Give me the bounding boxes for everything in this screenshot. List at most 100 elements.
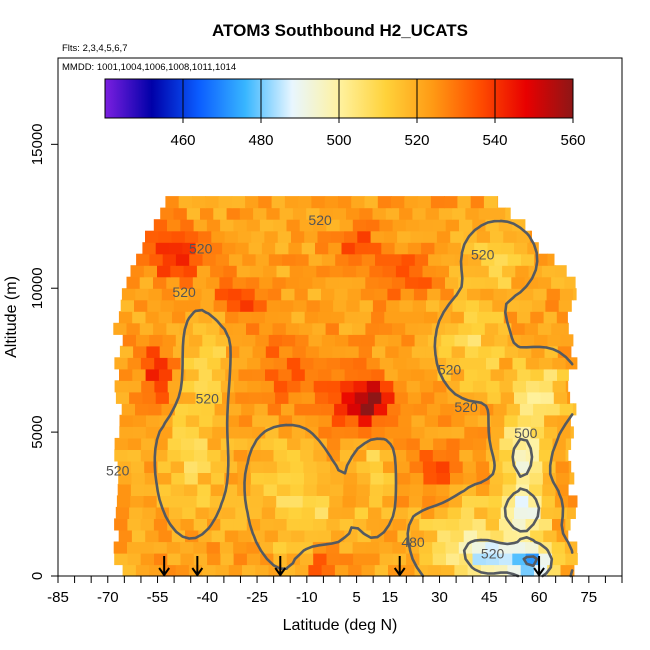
heatmap-cell [196, 495, 211, 508]
heatmap-cell [353, 553, 367, 566]
heatmap-cell [369, 460, 384, 473]
heatmap-cell [168, 506, 183, 519]
heatmap-cell [174, 403, 189, 416]
heatmap-cell [384, 530, 398, 543]
contour-label: 520 [172, 284, 196, 300]
heatmap-cell [490, 311, 505, 324]
heatmap-cell [182, 242, 197, 255]
heatmap-cell [446, 357, 460, 370]
heatmap-cell [316, 495, 330, 508]
heatmap-cell [463, 311, 478, 324]
heatmap-cell [454, 334, 469, 347]
heatmap-cell [354, 391, 369, 404]
heatmap-cell [165, 196, 180, 209]
heatmap-cell [474, 242, 489, 255]
heatmap-cell [295, 564, 309, 577]
x-tick-label: -10 [296, 589, 318, 606]
heatmap-cell [213, 207, 228, 220]
heatmap-cell [334, 564, 349, 577]
heatmap-cell [341, 391, 356, 404]
heatmap-cell [233, 541, 248, 554]
colorbar-tick-label: 540 [482, 132, 507, 149]
heatmap-cell [374, 334, 389, 347]
heatmap-cell [302, 495, 317, 508]
heatmap-cell [334, 288, 349, 301]
heatmap-cell [499, 380, 514, 393]
heatmap-cell [273, 518, 288, 531]
heatmap-cell [472, 380, 487, 393]
heatmap-cell [401, 564, 416, 577]
heatmap-cell [353, 437, 368, 450]
x-tick-label: 5 [352, 589, 360, 606]
heatmap-cell [436, 230, 451, 243]
heatmap-cell [370, 230, 385, 243]
x-tick-label: -85 [47, 589, 69, 606]
heatmap-cell [524, 322, 539, 335]
heatmap-cell [193, 553, 208, 566]
heatmap-cell [294, 288, 309, 301]
heatmap-cell [129, 391, 143, 404]
heatmap-cell [186, 345, 201, 358]
heatmap-cell [395, 495, 410, 508]
heatmap-cell [139, 322, 154, 335]
heatmap-cell [553, 391, 568, 404]
heatmap-cell [437, 426, 452, 439]
heatmap-cell [225, 311, 239, 324]
x-tick-label: 75 [580, 589, 597, 606]
heatmap-cell [307, 288, 322, 301]
contour-label: 520 [438, 362, 462, 378]
heatmap-cell [132, 368, 147, 381]
heatmap-cell [366, 219, 380, 232]
heatmap-cell [466, 403, 481, 416]
heatmap-cell [565, 437, 572, 450]
heatmap-cell [183, 265, 198, 278]
heatmap-cell [361, 253, 376, 266]
heatmap-cell [409, 483, 424, 496]
heatmap-cell [275, 242, 289, 255]
heatmap-cell [184, 472, 199, 485]
heatmap-cell [503, 368, 518, 381]
heatmap-cell [504, 345, 519, 358]
heatmap-cell [338, 322, 353, 335]
heatmap-cell [404, 196, 419, 209]
heatmap-cell [306, 299, 321, 312]
heatmap-cell [503, 530, 518, 543]
heatmap-cell [365, 276, 380, 289]
heatmap-cell [131, 472, 146, 485]
heatmap-cell [394, 506, 409, 519]
heatmap-cell [556, 311, 568, 324]
heatmap-cell [567, 506, 576, 519]
heatmap-cell [526, 380, 540, 393]
heatmap-cell [383, 460, 397, 473]
heatmap-cell [346, 207, 360, 220]
heatmap-cell [343, 472, 358, 485]
heatmap-cell [354, 506, 369, 519]
heatmap-cell [154, 553, 168, 566]
heatmap-cell [114, 357, 129, 370]
heatmap-cell [498, 276, 512, 289]
heatmap-cell [231, 196, 246, 209]
heatmap-cell [319, 207, 334, 220]
heatmap-cell [169, 242, 183, 255]
heatmap-cell [192, 276, 207, 289]
heatmap-cell [544, 414, 558, 427]
heatmap-cell [233, 219, 248, 232]
heatmap-cell [334, 403, 348, 416]
heatmap-cell [357, 530, 372, 543]
heatmap-cell [480, 288, 495, 301]
heatmap-cell [405, 276, 419, 289]
heatmap-cell [185, 426, 200, 439]
heatmap-cell [546, 403, 561, 416]
heatmap-cell [452, 299, 467, 312]
heatmap-cell [424, 426, 439, 439]
heatmap-cell [481, 253, 496, 266]
heatmap-cell [175, 253, 190, 266]
heatmap-cell [486, 380, 501, 393]
contour-label: 520 [471, 246, 495, 262]
heatmap-cell [235, 242, 250, 255]
flight-markers [158, 556, 545, 577]
heatmap-cell [273, 449, 288, 462]
heatmap-cell [196, 265, 211, 278]
heatmap-cell [254, 403, 269, 416]
heatmap-cell [304, 368, 319, 381]
